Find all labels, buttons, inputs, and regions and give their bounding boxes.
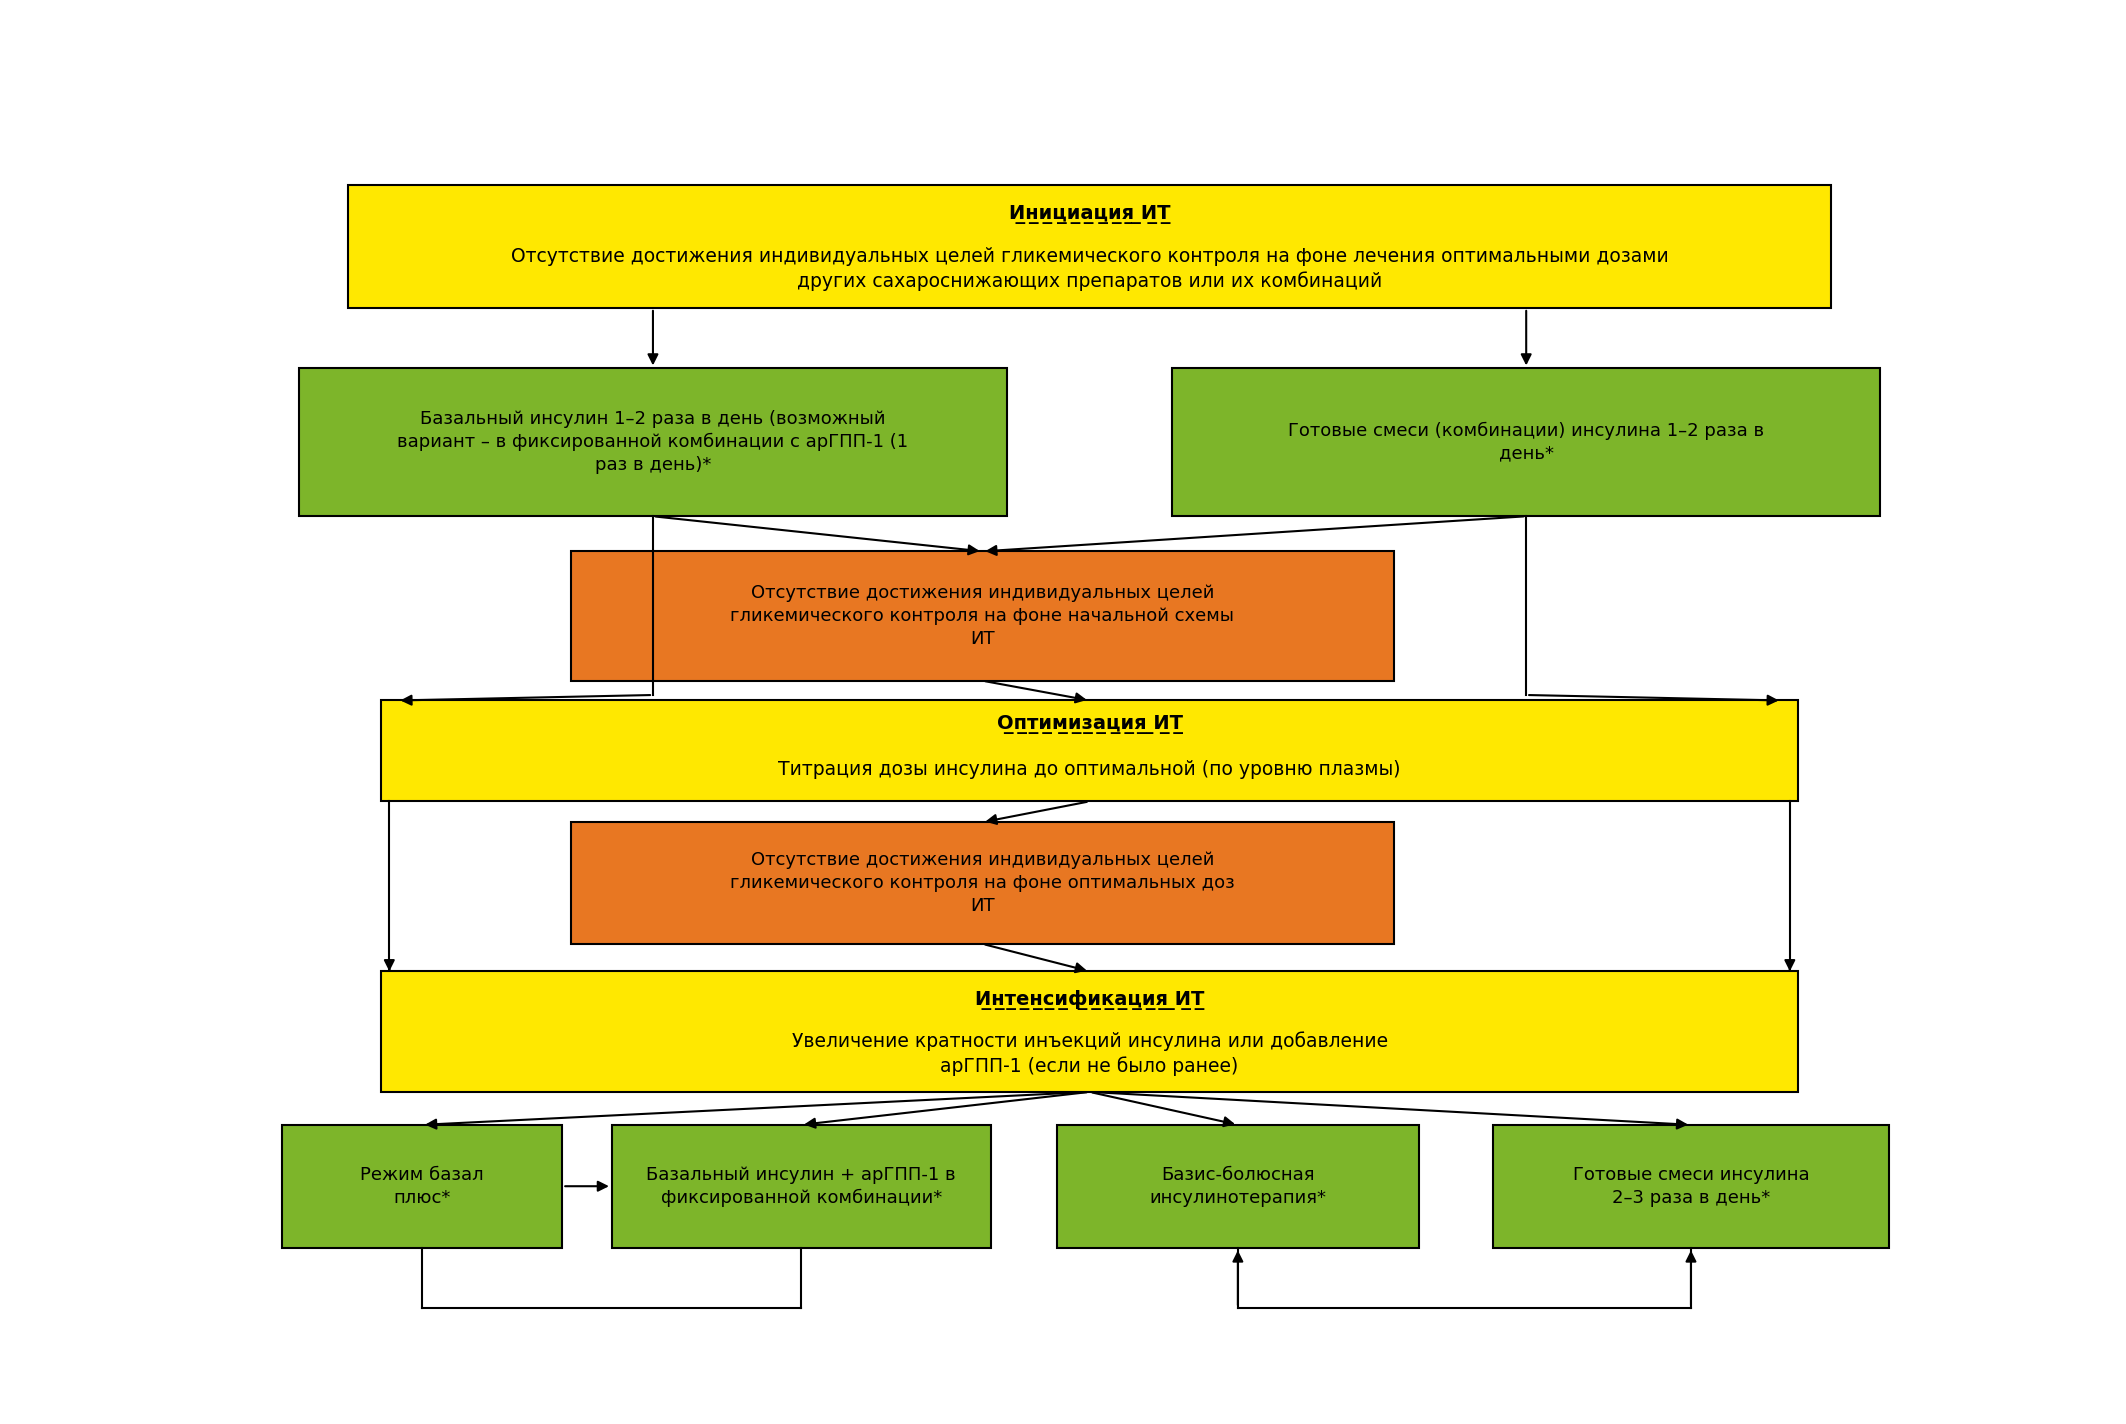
Text: Режим базал
плюс*: Режим базал плюс* xyxy=(361,1166,485,1206)
Bar xyxy=(1492,1125,1888,1247)
Bar xyxy=(283,1125,561,1247)
Bar xyxy=(381,971,1799,1092)
Text: Отсутствие достижения индивидуальных целей гликемического контроля на фоне лечен: Отсутствие достижения индивидуальных цел… xyxy=(510,246,1669,290)
Text: Базис-болюсная
инсулинотерапия*: Базис-болюсная инсулинотерапия* xyxy=(1150,1166,1327,1206)
Text: Базальный инсулин 1–2 раза в день (возможный
вариант – в фиксированной комбинаци: Базальный инсулин 1–2 раза в день (возмо… xyxy=(398,410,908,474)
Bar xyxy=(349,185,1830,308)
Text: Базальный инсулин + арГПП-1 в
фиксированной комбинации*: Базальный инсулин + арГПП-1 в фиксирован… xyxy=(646,1166,957,1206)
Bar xyxy=(298,369,1008,517)
Bar xyxy=(1057,1125,1420,1247)
Text: О̲п̲т̲и̲м̲и̲з̲а̲ц̲и̲я̲ ̲И̲Т̲: О̲п̲т̲и̲м̲и̲з̲а̲ц̲и̲я̲ ̲И̲Т̲ xyxy=(997,715,1182,735)
Text: Готовые смеси (комбинации) инсулина 1–2 раза в
день*: Готовые смеси (комбинации) инсулина 1–2 … xyxy=(1288,422,1765,463)
Bar xyxy=(381,701,1799,802)
Text: Увеличение кратности инъекций инсулина или добавление
арГПП-1 (если не было ране: Увеличение кратности инъекций инсулина и… xyxy=(791,1031,1388,1075)
Text: Отсутствие достижения индивидуальных целей
гликемического контроля на фоне начал: Отсутствие достижения индивидуальных цел… xyxy=(731,584,1235,648)
Text: Готовые смеси инсулина
2–3 раза в день*: Готовые смеси инсулина 2–3 раза в день* xyxy=(1573,1166,1809,1206)
Bar xyxy=(612,1125,991,1247)
Bar xyxy=(1171,369,1879,517)
Bar xyxy=(570,551,1395,681)
Text: Титрация дозы инсулина до оптимальной (по уровню плазмы): Титрация дозы инсулина до оптимальной (п… xyxy=(778,759,1401,779)
Text: Отсутствие достижения индивидуальных целей
гликемического контроля на фоне оптим: Отсутствие достижения индивидуальных цел… xyxy=(729,852,1235,916)
Text: И̲н̲и̲ц̲и̲а̲ц̲и̲я̲ ̲И̲Т̲: И̲н̲и̲ц̲и̲а̲ц̲и̲я̲ ̲И̲Т̲ xyxy=(1010,205,1169,224)
Bar xyxy=(570,822,1395,944)
Text: И̲н̲т̲е̲н̲с̲и̲ф̲и̲к̲а̲ц̲и̲я̲ ̲И̲Т̲: И̲н̲т̲е̲н̲с̲и̲ф̲и̲к̲а̲ц̲и̲я̲ ̲И̲Т̲ xyxy=(976,990,1203,1010)
